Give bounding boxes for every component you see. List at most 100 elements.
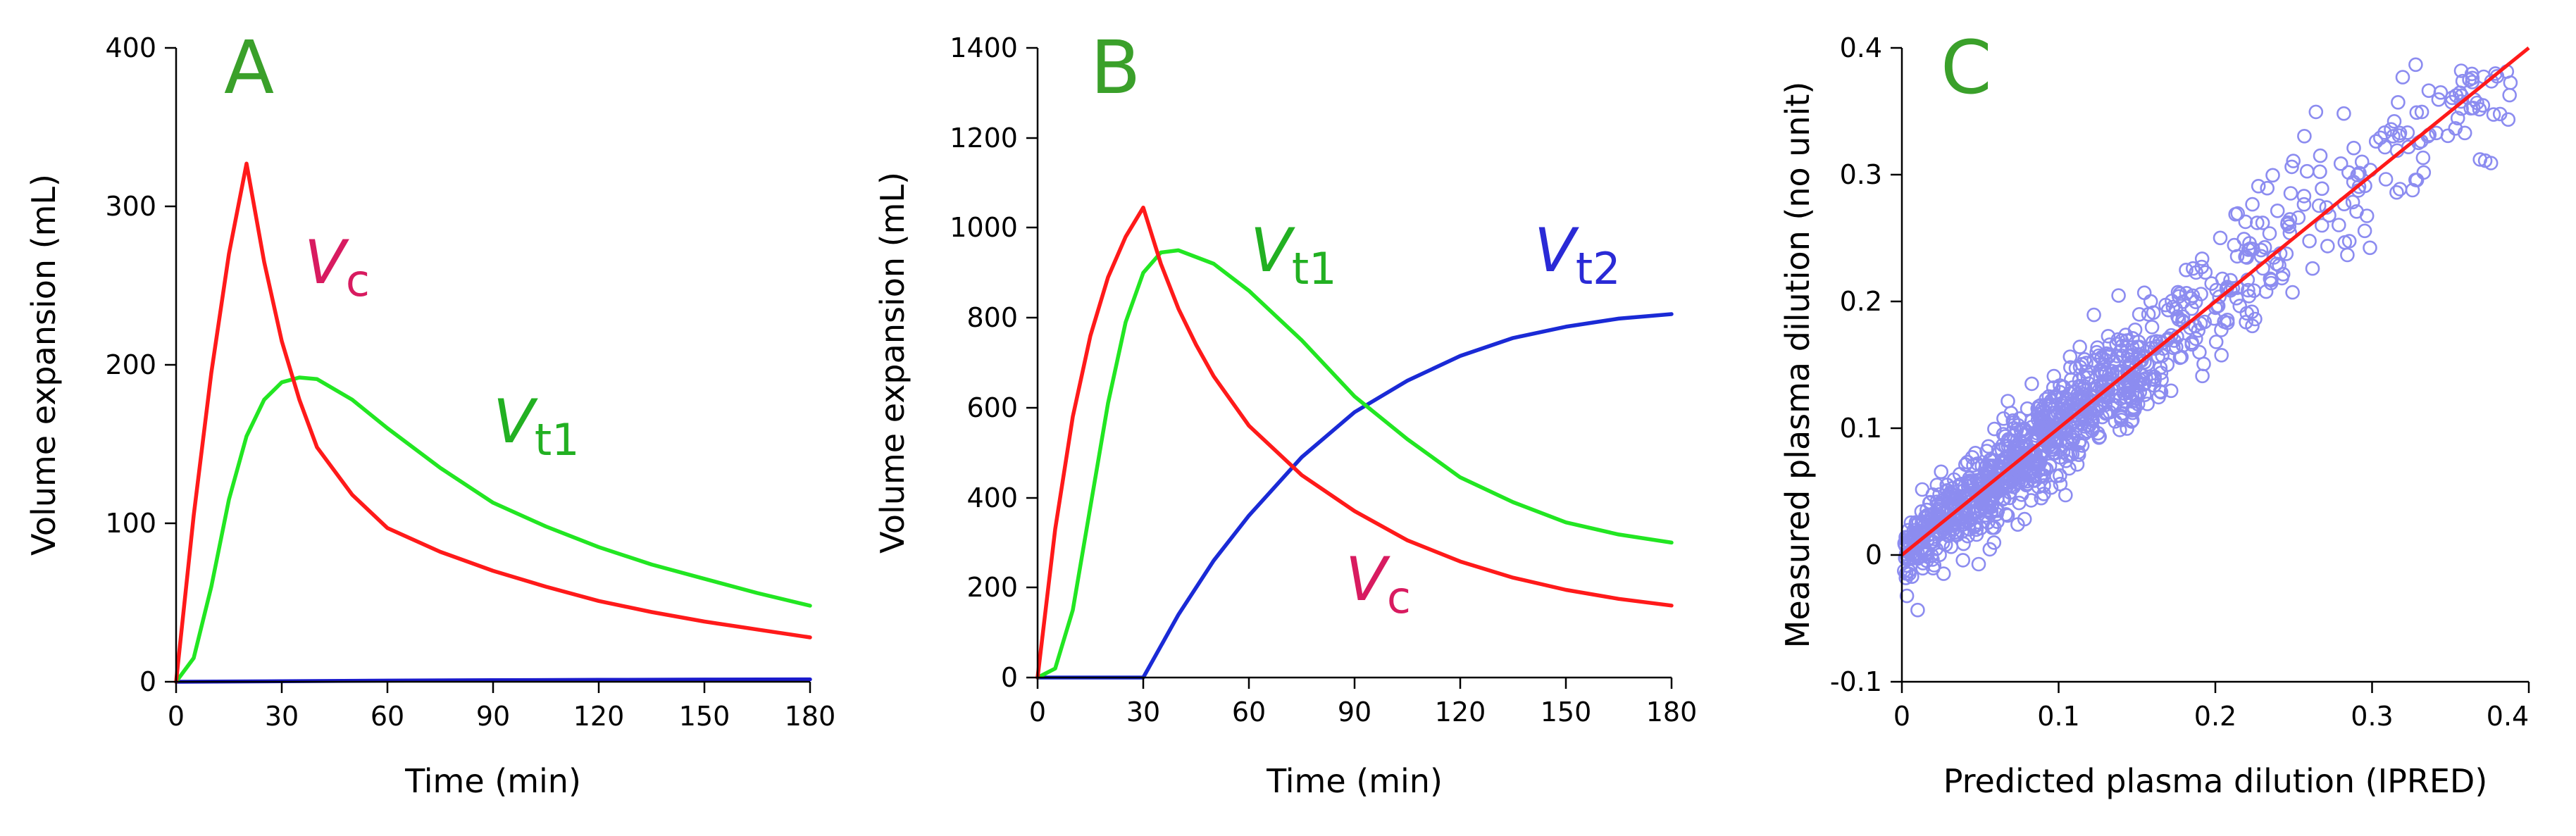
- scatter-point: [1910, 602, 1925, 618]
- scatter-point: [2284, 159, 2299, 175]
- scatter-point: [2357, 223, 2372, 239]
- panel-a-x-tick-label: 90: [476, 701, 510, 732]
- scatter-point: [2215, 271, 2230, 287]
- panel-a-y-tick-label: 300: [105, 191, 156, 222]
- panel-b-y-tick-label: 400: [966, 482, 1018, 513]
- scatter-point: [2246, 283, 2262, 299]
- scatter-point: [2120, 421, 2134, 436]
- scatter-point: [1934, 464, 1948, 480]
- scatter-point: [2068, 361, 2084, 376]
- scatter-point: [2065, 432, 2080, 448]
- scatter-point: [2031, 399, 2046, 414]
- scatter-point: [2163, 383, 2179, 399]
- scatter-point: [2378, 172, 2394, 187]
- panel-b-y-tick-label: 0: [1001, 662, 1018, 693]
- scatter-point: [2409, 105, 2425, 120]
- scatter-point: [2285, 285, 2300, 300]
- scatter-point: [2043, 480, 2059, 495]
- scatter-point: [2250, 216, 2265, 230]
- scatter-point: [2315, 181, 2329, 196]
- scatter-point: [2114, 343, 2129, 358]
- scatter-point: [2012, 495, 2027, 511]
- panel-b-y-ticks: 0 200 400 600 800 1000 1200 1400: [950, 32, 1038, 693]
- scatter-point: [1939, 482, 1955, 498]
- panel-c-y-axis-title: Measured plasma dilution (no unit): [1779, 82, 1817, 649]
- scatter-point: [2086, 307, 2101, 323]
- scatter-point: [2270, 203, 2285, 218]
- scatter-point: [2392, 125, 2408, 141]
- scatter-point: [2127, 322, 2143, 337]
- panel-c-x-tick-label: 0: [1893, 701, 1910, 732]
- panel-b-x-ticks: 0 30 60 90 120 150 180: [1029, 678, 1697, 728]
- scatter-point: [2101, 347, 2117, 363]
- scatter-point: [2179, 285, 2194, 301]
- scatter-point: [2260, 180, 2275, 196]
- panel-c-y-tick-label: 0: [1865, 539, 1882, 570]
- scatter-point: [2472, 101, 2487, 117]
- scatter-point: [1971, 556, 1986, 572]
- scatter-point: [2184, 337, 2199, 352]
- panel-b-letter: B: [1090, 25, 1140, 111]
- scatter-point: [2291, 210, 2306, 225]
- scatter-point: [2001, 394, 2015, 408]
- panel-a-x-tick-label: 120: [573, 701, 625, 732]
- scatter-point: [2111, 288, 2126, 303]
- scatter-point: [2172, 286, 2187, 301]
- scatter-point: [2275, 266, 2291, 282]
- panel-a-y-ticks: 0 100 200 300 400: [105, 32, 176, 697]
- scatter-point: [2251, 178, 2266, 194]
- scatter-point: [2019, 428, 2034, 442]
- panel-c-x-tick-label: 0.3: [2351, 701, 2393, 732]
- scatter-point: [2431, 92, 2446, 107]
- panel-a-x-tick-label: 150: [679, 701, 730, 732]
- scatter-point: [2132, 354, 2147, 369]
- scatter-point: [2416, 165, 2432, 180]
- panel-a-y-tick-label: 200: [105, 349, 156, 380]
- panel-b-x-tick-label: 60: [1232, 697, 1266, 728]
- panel-b-x-tick-label: 0: [1029, 697, 1046, 728]
- panel-a-y-tick-label: 400: [105, 32, 156, 63]
- panel-b-y-tick-label: 600: [966, 392, 1018, 423]
- scatter-point: [1927, 531, 1941, 547]
- panel-c-letter: C: [1941, 25, 1992, 111]
- scatter-point: [2012, 452, 2027, 468]
- scatter-point: [2036, 478, 2051, 493]
- panel-b-vt2-label: Vt2: [1534, 216, 1621, 294]
- scatter-point: [2308, 104, 2324, 120]
- scatter-point: [1962, 473, 1978, 488]
- panel-b-y-tick-label: 1200: [950, 123, 1018, 154]
- scatter-point: [2024, 376, 2039, 392]
- scatter-point: [2214, 347, 2229, 363]
- panel-b-vc-label-main: V: [1345, 544, 1390, 615]
- scatter-point: [2333, 156, 2348, 171]
- scatter-point: [2313, 148, 2328, 163]
- scatter-point: [2136, 372, 2151, 387]
- scatter-point: [2244, 304, 2260, 320]
- scatter-point: [2269, 256, 2284, 272]
- scatter-point: [2144, 320, 2160, 335]
- scatter-point: [1899, 588, 1915, 604]
- scatter-point: [2229, 249, 2245, 264]
- panel-b-x-tick-label: 30: [1126, 697, 1160, 728]
- scatter-point: [2440, 128, 2456, 144]
- scatter-point: [2238, 214, 2253, 230]
- panel-a-vt1-label: Vt1: [493, 387, 580, 466]
- scatter-point: [2359, 208, 2375, 223]
- scatter-point: [2053, 468, 2067, 483]
- scatter-point: [2245, 196, 2260, 212]
- scatter-point: [2144, 371, 2160, 387]
- scatter-point: [2283, 186, 2298, 201]
- panel-c-x-tick-label: 0.1: [2037, 701, 2079, 732]
- scatter-point: [2175, 309, 2191, 325]
- panel-b: B 0 200 400 600 800 1000 1200 1400: [873, 25, 1697, 800]
- panel-a-x-tick-label: 180: [785, 701, 836, 732]
- scatter-point: [2146, 369, 2162, 385]
- panel-b-vc-label: Vc: [1345, 544, 1411, 623]
- panel-b-series-vc-line: [1035, 205, 1674, 680]
- panel-a-series-vt1-line: [174, 375, 812, 684]
- scatter-point: [2147, 341, 2163, 356]
- scatter-point: [2429, 125, 2444, 141]
- scatter-point: [2389, 185, 2404, 200]
- scatter-point: [2486, 107, 2501, 122]
